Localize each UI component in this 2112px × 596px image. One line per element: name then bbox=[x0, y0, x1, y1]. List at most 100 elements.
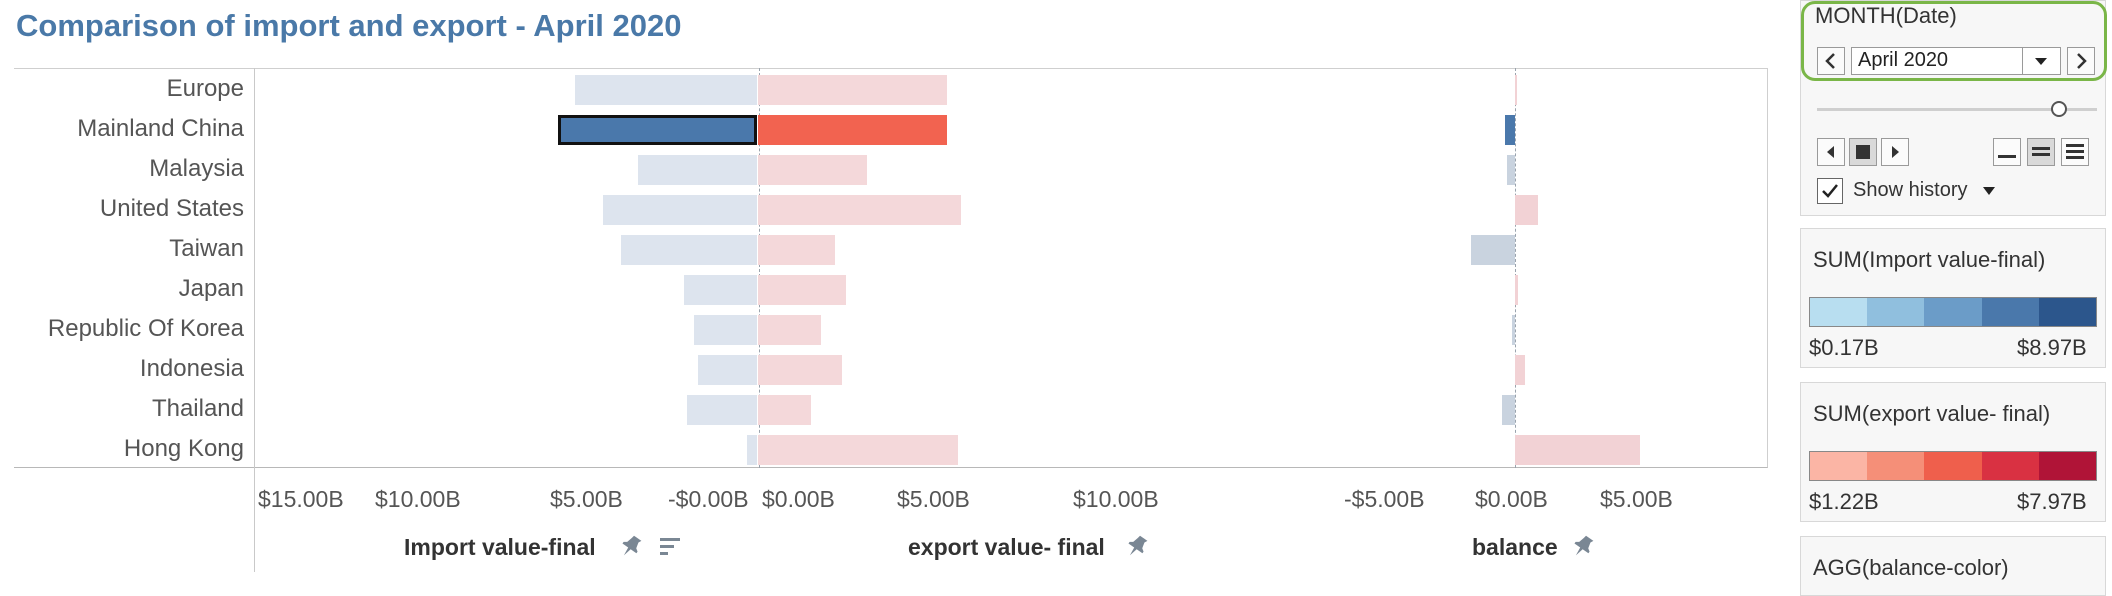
export-bar[interactable] bbox=[758, 235, 835, 265]
import-tick-5: $5.00B bbox=[550, 486, 623, 512]
legend-title: SUM(Import value-final) bbox=[1813, 247, 2046, 272]
legend-title: AGG(balance-color) bbox=[1813, 555, 2009, 580]
month-filter-card: MONTH(Date) April 2020 Show history bbox=[1800, 0, 2107, 216]
import-bar[interactable] bbox=[746, 435, 757, 465]
export-bar[interactable] bbox=[758, 435, 958, 465]
color-swatch bbox=[1810, 452, 1868, 480]
balance-bar[interactable] bbox=[1515, 435, 1640, 465]
speed-medium-button[interactable] bbox=[2027, 138, 2055, 166]
row-label[interactable]: Europe bbox=[166, 75, 244, 102]
balance-axis-title: balance bbox=[1472, 534, 1558, 560]
import-bar[interactable] bbox=[603, 195, 757, 225]
row-label[interactable]: Indonesia bbox=[139, 355, 244, 382]
legend-max-label: $8.97B bbox=[2017, 335, 2087, 360]
import-tick-0: -$0.00B bbox=[668, 486, 749, 512]
pin-icon[interactable] bbox=[1570, 534, 1596, 565]
export-bar[interactable] bbox=[758, 75, 947, 105]
import-color-legend: SUM(Import value-final) $0.17B $8.97B bbox=[1800, 228, 2106, 368]
speed-fast-button[interactable] bbox=[2061, 138, 2089, 166]
export-tick-5: $5.00B bbox=[897, 486, 970, 512]
balance-zero-line bbox=[1515, 68, 1516, 468]
legend-min-label: $1.22B bbox=[1809, 489, 1879, 514]
month-slider-track[interactable] bbox=[1817, 108, 2097, 111]
row-label[interactable]: Japan bbox=[178, 275, 244, 302]
filter-title: MONTH(Date) bbox=[1815, 3, 1957, 28]
export-bar[interactable] bbox=[758, 155, 867, 185]
chevron-down-icon bbox=[2035, 58, 2047, 65]
speed-slow-button[interactable] bbox=[1993, 138, 2021, 166]
prev-month-button[interactable] bbox=[1817, 47, 1845, 75]
balance-bar[interactable] bbox=[1515, 355, 1526, 385]
month-select-value: April 2020 bbox=[1858, 49, 1949, 71]
play-forward-button[interactable] bbox=[1881, 138, 1909, 166]
balance-tick-neg5: -$5.00B bbox=[1344, 486, 1425, 512]
balance-tick-5: $5.00B bbox=[1600, 486, 1673, 512]
balance-bar[interactable] bbox=[1515, 195, 1539, 225]
row-label[interactable]: United States bbox=[99, 195, 244, 222]
import-axis-title: Import value-final bbox=[404, 534, 596, 560]
chart-frame bbox=[14, 68, 1768, 468]
highlight-outline bbox=[1801, 1, 2107, 81]
color-swatch bbox=[1981, 452, 2039, 480]
export-bar[interactable] bbox=[758, 275, 846, 305]
import-tick-10: $10.00B bbox=[375, 486, 461, 512]
import-bar[interactable] bbox=[557, 115, 757, 145]
export-bar[interactable] bbox=[758, 395, 811, 425]
import-bar[interactable] bbox=[697, 355, 757, 385]
import-bar[interactable] bbox=[620, 235, 757, 265]
row-label[interactable]: Mainland China bbox=[77, 115, 244, 142]
import-color-ramp bbox=[1809, 297, 2097, 327]
color-swatch bbox=[1867, 452, 1925, 480]
color-swatch bbox=[1924, 452, 1982, 480]
month-select[interactable]: April 2020 bbox=[1851, 47, 2061, 75]
page-title: Comparison of import and export - April … bbox=[16, 8, 682, 43]
color-swatch bbox=[2038, 298, 2097, 326]
color-swatch bbox=[1810, 298, 1868, 326]
balance-bar[interactable] bbox=[1515, 275, 1518, 305]
color-swatch bbox=[2038, 452, 2097, 480]
import-bar[interactable] bbox=[694, 315, 757, 345]
import-tick-15: $15.00B bbox=[258, 486, 344, 512]
next-month-button[interactable] bbox=[2067, 47, 2095, 75]
export-bar[interactable] bbox=[758, 355, 842, 385]
row-label[interactable]: Thailand bbox=[151, 395, 244, 422]
export-bar[interactable] bbox=[758, 315, 821, 345]
balance-bar[interactable] bbox=[1502, 395, 1515, 425]
export-axis-title: export value- final bbox=[908, 534, 1105, 560]
check-icon bbox=[1822, 184, 1838, 198]
export-bar[interactable] bbox=[758, 115, 947, 145]
balance-color-legend: AGG(balance-color) bbox=[1800, 536, 2106, 596]
export-color-ramp bbox=[1809, 451, 2097, 481]
sort-icon[interactable] bbox=[658, 534, 684, 565]
export-bar[interactable] bbox=[758, 195, 961, 225]
balance-bar[interactable] bbox=[1507, 155, 1515, 185]
import-bar[interactable] bbox=[575, 75, 757, 105]
show-history-checkbox[interactable] bbox=[1817, 178, 1843, 204]
balance-bar[interactable] bbox=[1504, 115, 1515, 145]
show-history-label[interactable]: Show history bbox=[1853, 179, 1968, 201]
month-slider-thumb[interactable] bbox=[2051, 101, 2067, 117]
pin-icon[interactable] bbox=[1124, 534, 1150, 565]
color-swatch bbox=[1867, 298, 1925, 326]
legend-min-label: $0.17B bbox=[1809, 335, 1879, 360]
legend-title: SUM(export value- final) bbox=[1813, 401, 2051, 426]
play-backward-button[interactable] bbox=[1817, 138, 1845, 166]
balance-bar[interactable] bbox=[1515, 75, 1517, 105]
row-label[interactable]: Taiwan bbox=[169, 235, 244, 262]
export-tick-0: $0.00B bbox=[762, 486, 835, 512]
export-tick-10: $10.00B bbox=[1073, 486, 1159, 512]
balance-bar[interactable] bbox=[1512, 315, 1515, 345]
import-zero-line bbox=[759, 68, 760, 468]
pin-icon[interactable] bbox=[618, 534, 644, 565]
stop-button[interactable] bbox=[1849, 138, 1877, 166]
row-label[interactable]: Hong Kong bbox=[123, 435, 244, 462]
caret-down-icon[interactable] bbox=[1981, 185, 1997, 197]
row-label[interactable]: Malaysia bbox=[149, 155, 244, 182]
color-swatch bbox=[1924, 298, 1982, 326]
import-bar[interactable] bbox=[683, 275, 757, 305]
import-bar[interactable] bbox=[638, 155, 757, 185]
import-bar[interactable] bbox=[687, 395, 757, 425]
legend-max-label: $7.97B bbox=[2017, 489, 2087, 514]
balance-bar[interactable] bbox=[1470, 235, 1515, 265]
row-label[interactable]: Republic Of Korea bbox=[47, 315, 244, 342]
